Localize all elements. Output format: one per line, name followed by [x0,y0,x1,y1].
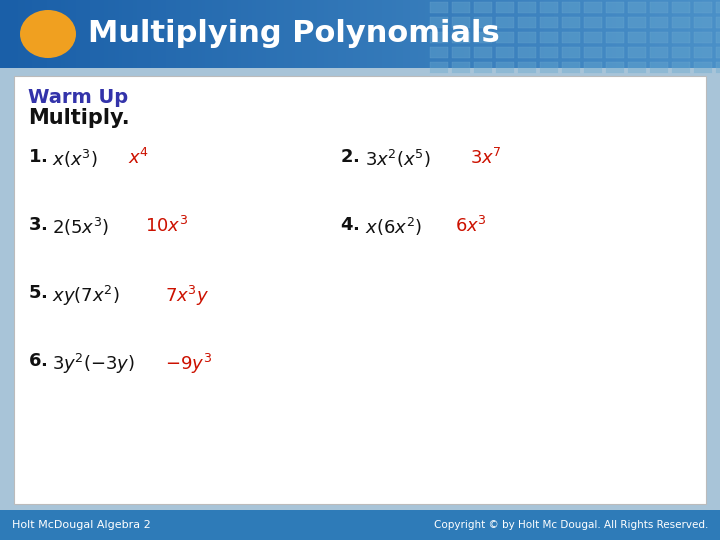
Text: $x(x^3)$: $x(x^3)$ [52,148,98,170]
FancyBboxPatch shape [628,2,646,13]
FancyBboxPatch shape [562,32,580,43]
FancyBboxPatch shape [496,47,514,58]
FancyBboxPatch shape [540,47,558,58]
Ellipse shape [20,10,76,58]
Text: $\bf{4.}$: $\bf{4.}$ [340,216,359,234]
Text: $x^4$: $x^4$ [128,148,149,168]
FancyBboxPatch shape [584,47,602,58]
Text: $7x^3y$: $7x^3y$ [165,284,210,308]
FancyBboxPatch shape [14,76,706,504]
FancyBboxPatch shape [584,17,602,28]
FancyBboxPatch shape [496,17,514,28]
FancyBboxPatch shape [694,47,712,58]
FancyBboxPatch shape [452,62,470,73]
FancyBboxPatch shape [694,2,712,13]
FancyBboxPatch shape [540,32,558,43]
FancyBboxPatch shape [650,17,668,28]
FancyBboxPatch shape [672,17,690,28]
FancyBboxPatch shape [430,17,448,28]
FancyBboxPatch shape [452,17,470,28]
Text: $xy(7x^2)$: $xy(7x^2)$ [52,284,120,308]
Text: $x(6x^2)$: $x(6x^2)$ [365,216,422,238]
FancyBboxPatch shape [452,32,470,43]
FancyBboxPatch shape [496,32,514,43]
Text: $\bf{5.}$: $\bf{5.}$ [28,284,48,302]
FancyBboxPatch shape [430,32,448,43]
FancyBboxPatch shape [452,47,470,58]
FancyBboxPatch shape [430,2,448,13]
Text: $\bf{6.}$: $\bf{6.}$ [28,352,48,370]
FancyBboxPatch shape [496,62,514,73]
FancyBboxPatch shape [584,62,602,73]
Text: $6x^3$: $6x^3$ [455,216,487,236]
FancyBboxPatch shape [650,62,668,73]
Text: $\bf{1.}$: $\bf{1.}$ [28,148,48,166]
FancyBboxPatch shape [518,62,536,73]
FancyBboxPatch shape [672,62,690,73]
FancyBboxPatch shape [606,32,624,43]
FancyBboxPatch shape [672,47,690,58]
FancyBboxPatch shape [474,17,492,28]
FancyBboxPatch shape [694,32,712,43]
FancyBboxPatch shape [606,62,624,73]
FancyBboxPatch shape [694,17,712,28]
Text: $3x^7$: $3x^7$ [470,148,502,168]
FancyBboxPatch shape [672,2,690,13]
FancyBboxPatch shape [672,32,690,43]
FancyBboxPatch shape [628,62,646,73]
FancyBboxPatch shape [474,2,492,13]
FancyBboxPatch shape [716,2,720,13]
FancyBboxPatch shape [716,17,720,28]
FancyBboxPatch shape [716,47,720,58]
FancyBboxPatch shape [430,62,448,73]
FancyBboxPatch shape [540,2,558,13]
Text: $3x^2(x^5)$: $3x^2(x^5)$ [365,148,431,170]
FancyBboxPatch shape [430,47,448,58]
FancyBboxPatch shape [518,17,536,28]
FancyBboxPatch shape [606,17,624,28]
FancyBboxPatch shape [716,62,720,73]
FancyBboxPatch shape [650,2,668,13]
Text: $2(5x^3)$: $2(5x^3)$ [52,216,109,238]
FancyBboxPatch shape [518,2,536,13]
FancyBboxPatch shape [694,62,712,73]
FancyBboxPatch shape [650,32,668,43]
FancyBboxPatch shape [474,32,492,43]
Text: Warm Up: Warm Up [28,88,128,107]
Text: $\bf{2.}$: $\bf{2.}$ [340,148,359,166]
Text: $10x^3$: $10x^3$ [145,216,189,236]
Text: Copyright © by Holt Mc Dougal. All Rights Reserved.: Copyright © by Holt Mc Dougal. All Right… [433,520,708,530]
FancyBboxPatch shape [562,17,580,28]
FancyBboxPatch shape [518,47,536,58]
Text: $-9y^3$: $-9y^3$ [165,352,212,376]
FancyBboxPatch shape [584,2,602,13]
Text: $\bf{3.}$: $\bf{3.}$ [28,216,48,234]
FancyBboxPatch shape [540,17,558,28]
FancyBboxPatch shape [452,2,470,13]
FancyBboxPatch shape [474,62,492,73]
FancyBboxPatch shape [716,32,720,43]
FancyBboxPatch shape [518,32,536,43]
FancyBboxPatch shape [606,2,624,13]
FancyBboxPatch shape [628,47,646,58]
FancyBboxPatch shape [0,510,720,540]
FancyBboxPatch shape [496,2,514,13]
FancyBboxPatch shape [562,2,580,13]
FancyBboxPatch shape [562,47,580,58]
Text: $3y^2(-3y)$: $3y^2(-3y)$ [52,352,135,376]
FancyBboxPatch shape [628,17,646,28]
Text: Multiply.: Multiply. [28,108,130,128]
FancyBboxPatch shape [474,47,492,58]
Text: Multiplying Polynomials: Multiplying Polynomials [88,19,500,49]
FancyBboxPatch shape [606,47,624,58]
Text: Holt McDougal Algebra 2: Holt McDougal Algebra 2 [12,520,150,530]
FancyBboxPatch shape [584,32,602,43]
FancyBboxPatch shape [628,32,646,43]
FancyBboxPatch shape [650,47,668,58]
FancyBboxPatch shape [540,62,558,73]
FancyBboxPatch shape [562,62,580,73]
